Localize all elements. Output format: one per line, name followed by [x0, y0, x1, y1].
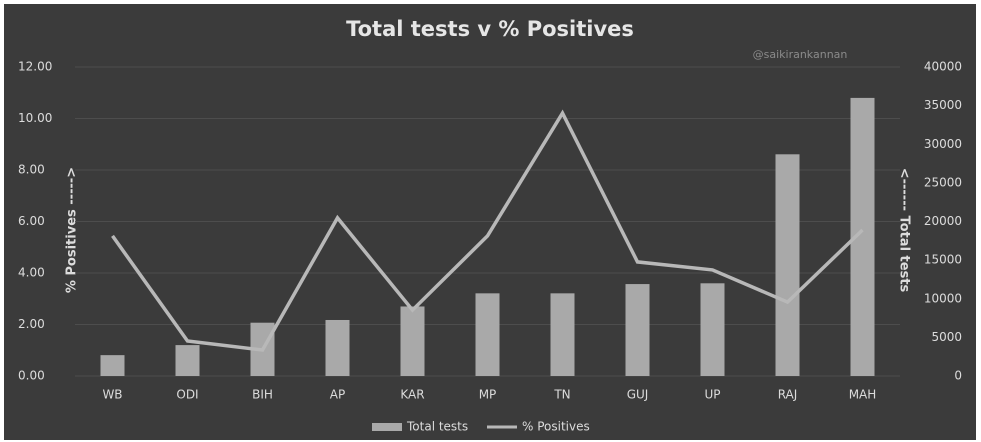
legend-label: % Positives [522, 420, 590, 434]
x-tick-label: TN [553, 388, 570, 402]
chart-title: Total tests v % Positives [346, 17, 634, 41]
x-tick-label: BIH [252, 388, 273, 402]
bar [325, 319, 350, 376]
legend-label: Total tests [406, 420, 468, 434]
x-tick-label: MAH [849, 388, 877, 402]
y2-tick-label: 25000 [924, 175, 962, 189]
y-tick-label: 12.00 [18, 60, 52, 74]
y-tick-label: 2.00 [18, 317, 45, 331]
bar [475, 293, 500, 376]
y2-tick-label: 30000 [924, 137, 962, 151]
y2-tick-label: 5000 [931, 330, 962, 344]
x-tick-label: UP [704, 388, 720, 402]
bar [625, 284, 650, 376]
y2-tick-label: 0 [954, 369, 962, 383]
x-tick-label: KAR [400, 388, 424, 402]
x-tick-label: MP [479, 388, 497, 402]
y-axis-label: % Positives -----> [65, 167, 80, 293]
legend-swatch [372, 423, 402, 431]
line [111, 109, 864, 352]
y2-axis-label: <------ Total tests [897, 168, 912, 293]
y2-tick-label: 40000 [924, 60, 962, 74]
bar [775, 154, 800, 376]
y-tick-label: 6.00 [18, 214, 45, 228]
y-tick-label: 8.00 [18, 163, 45, 177]
y2-tick-label: 10000 [924, 291, 962, 305]
x-tick-label: WB [102, 388, 122, 402]
y2-tick-label: 35000 [924, 98, 962, 112]
x-tick-label: RAJ [778, 388, 798, 402]
y-tick-label: 0.00 [18, 369, 45, 383]
bar [100, 355, 125, 376]
x-tick-label: GUJ [627, 388, 649, 402]
x-tick-label: AP [330, 388, 345, 402]
watermark: @saikirankannan [753, 48, 848, 61]
bar [175, 345, 200, 376]
bar [700, 283, 725, 376]
bar [550, 293, 575, 376]
x-tick-label: ODI [176, 388, 198, 402]
y-tick-label: 10.00 [18, 111, 52, 125]
y-tick-label: 4.00 [18, 266, 45, 280]
y2-tick-label: 20000 [924, 214, 962, 228]
bar [400, 306, 425, 376]
y2-tick-label: 15000 [924, 253, 962, 267]
